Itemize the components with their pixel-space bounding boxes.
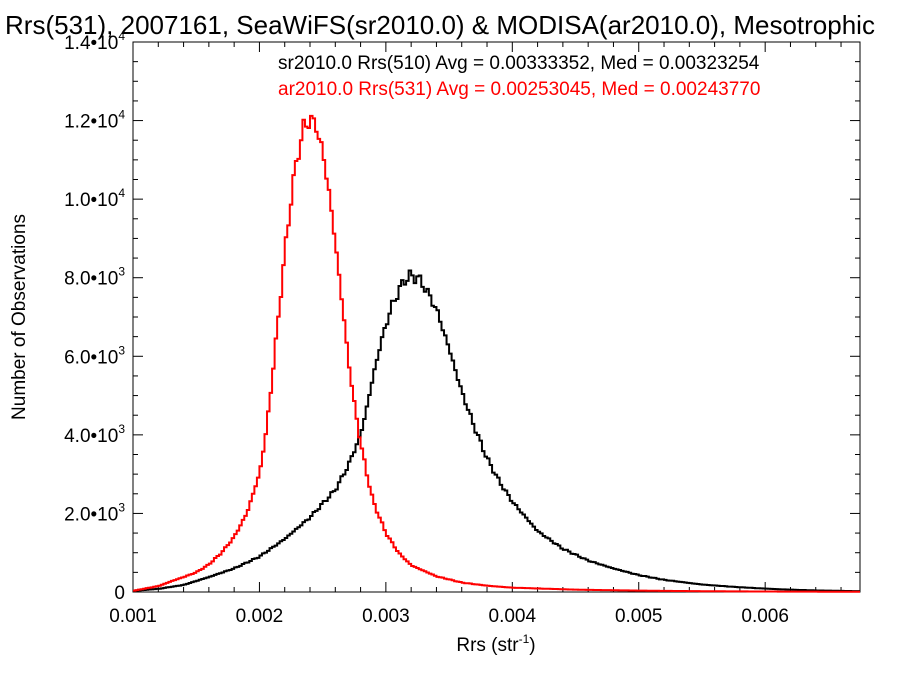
y-axis-ticks: 0 2.0•103 4.0•103 6.0•103 8.0•103 1.0•104 1.2•… bbox=[64, 29, 860, 604]
x-tick-label: 0.005 bbox=[615, 606, 663, 627]
series-line-0 bbox=[133, 269, 860, 593]
y-tick-label: 8.0•103 bbox=[64, 265, 125, 290]
y-tick-label: 2.0•103 bbox=[64, 500, 125, 525]
y-tick-label: 4.0•103 bbox=[64, 422, 125, 447]
series-line-1 bbox=[133, 114, 860, 593]
x-tick-label: 0.006 bbox=[741, 606, 789, 627]
y-tick-label: 1.4•104 bbox=[64, 29, 125, 54]
x-axis-ticks: 0.001 0.002 0.003 0.004 0.005 0.006 bbox=[109, 42, 842, 627]
annotation-seawifs: sr2010.0 Rrs(510) Avg = 0.00333352, Med … bbox=[278, 53, 760, 74]
plot-area: 0.001 0.002 0.003 0.004 0.005 0.006 0 2.0•103 4… bbox=[64, 29, 861, 627]
y-tick-label: 1.0•104 bbox=[64, 186, 125, 211]
y-axis-title: Number of Observations bbox=[9, 214, 30, 420]
x-axis-title-exponent: -1 bbox=[519, 632, 530, 646]
y-tick-label: 0 bbox=[114, 583, 125, 604]
y-tick-label: 6.0•103 bbox=[64, 343, 125, 368]
plot-frame bbox=[132, 41, 861, 593]
series-layer bbox=[133, 114, 860, 593]
annotations: sr2010.0 Rrs(510) Avg = 0.00333352, Med … bbox=[278, 53, 760, 100]
x-tick-label: 0.003 bbox=[362, 606, 410, 627]
annotation-modisa: ar2010.0 Rrs(531) Avg = 0.00253045, Med … bbox=[278, 79, 760, 100]
chart-title: Rrs(531), 2007161, SeaWiFS(sr2010.0) & M… bbox=[5, 10, 875, 40]
y-tick-label: 1.2•104 bbox=[64, 108, 125, 133]
x-tick-label: 0.001 bbox=[109, 606, 157, 627]
x-axis-title: Rrs (str-1) bbox=[456, 632, 535, 656]
x-tick-label: 0.004 bbox=[489, 606, 537, 627]
x-tick-label: 0.002 bbox=[236, 606, 284, 627]
